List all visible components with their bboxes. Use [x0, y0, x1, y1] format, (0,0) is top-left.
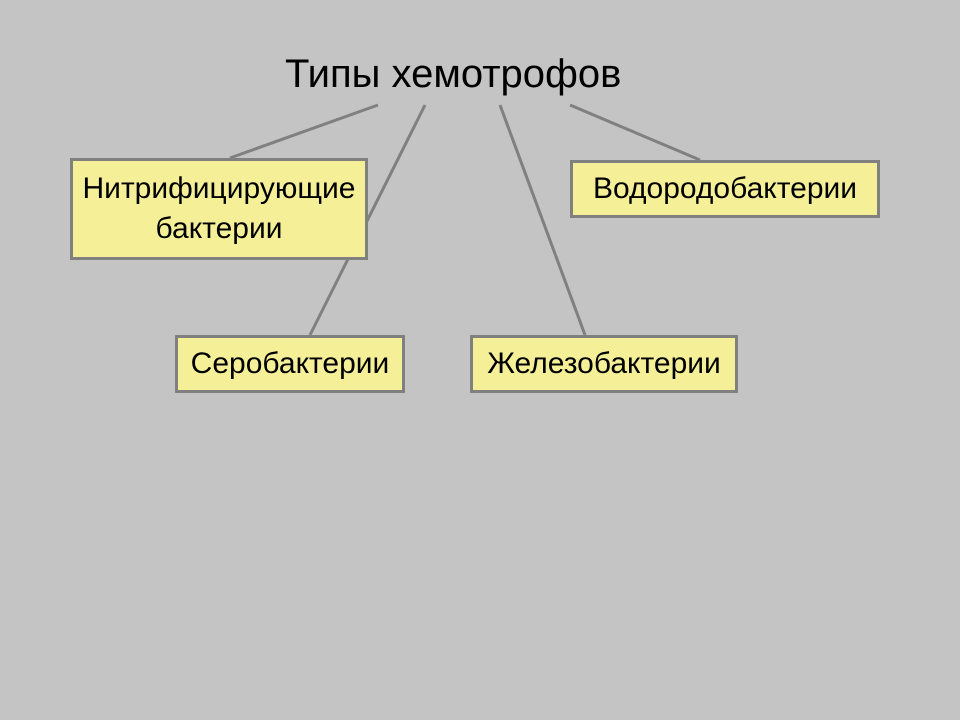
node-label: Водородобактерии	[593, 169, 857, 210]
node-nitrifying: Нитрифицирующиебактерии	[70, 158, 368, 260]
node-label: Железобактерии	[487, 344, 721, 385]
node-label: Нитрифицирующиебактерии	[83, 169, 356, 250]
node-iron: Железобактерии	[470, 335, 738, 393]
edge	[230, 105, 378, 158]
node-hydrogen: Водородобактерии	[570, 160, 880, 218]
node-label: Серобактерии	[191, 344, 390, 385]
node-sulfur: Серобактерии	[175, 335, 405, 393]
diagram-title: Типы хемотрофов	[285, 52, 621, 97]
edge	[570, 105, 700, 160]
edge	[500, 105, 585, 335]
